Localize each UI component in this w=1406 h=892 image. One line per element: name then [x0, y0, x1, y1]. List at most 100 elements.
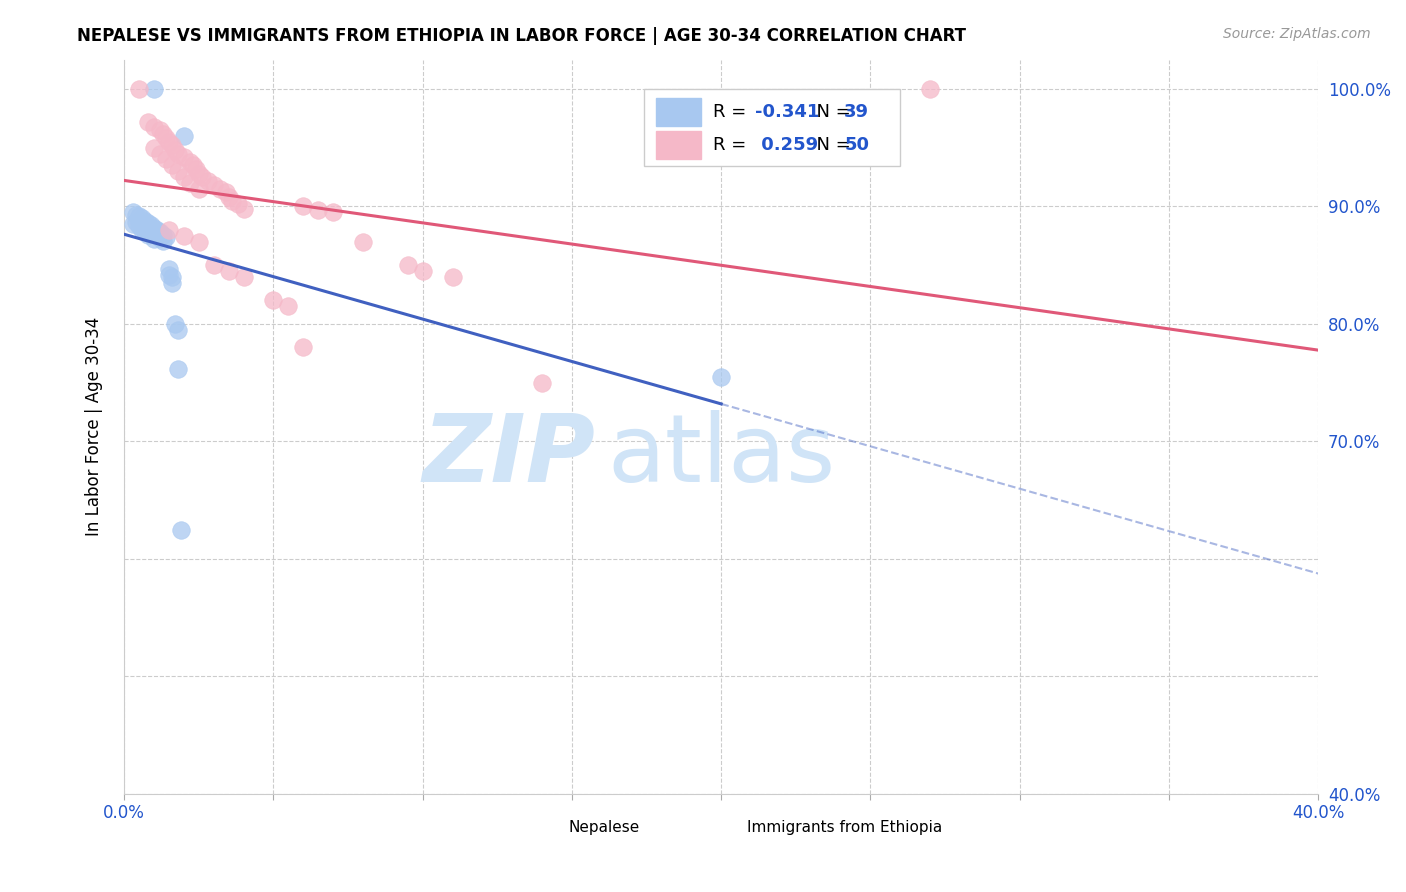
Point — [920, 82, 942, 96]
Bar — [655, 131, 702, 159]
Point — [173, 150, 195, 164]
Point — [136, 115, 159, 129]
Point — [149, 225, 172, 239]
Point — [173, 170, 195, 185]
Point — [125, 208, 148, 222]
Point — [128, 209, 150, 223]
Point — [167, 361, 190, 376]
Point — [226, 197, 249, 211]
Text: Immigrants from Ethiopia: Immigrants from Ethiopia — [748, 820, 943, 835]
Point — [277, 299, 299, 313]
Text: atlas: atlas — [607, 410, 837, 502]
Point — [143, 141, 166, 155]
Bar — [655, 98, 702, 126]
Point — [149, 231, 172, 245]
Point — [149, 146, 172, 161]
Point — [143, 120, 166, 134]
Point — [155, 153, 177, 167]
Point — [160, 270, 183, 285]
Point — [131, 211, 153, 226]
Point — [160, 138, 183, 153]
Point — [187, 182, 209, 196]
Point — [152, 234, 174, 248]
Point — [128, 219, 150, 234]
Point — [352, 235, 374, 249]
Point — [441, 270, 464, 285]
Y-axis label: In Labor Force | Age 30-34: In Labor Force | Age 30-34 — [86, 318, 103, 536]
Point — [173, 128, 195, 143]
Point — [160, 276, 183, 290]
Point — [167, 164, 190, 178]
Text: 39: 39 — [844, 103, 869, 120]
Point — [139, 219, 162, 233]
Point — [134, 219, 156, 234]
Point — [307, 202, 329, 217]
Point — [128, 82, 150, 96]
Point — [322, 205, 344, 219]
Point — [134, 213, 156, 227]
Point — [143, 227, 166, 241]
Point — [146, 223, 169, 237]
Point — [396, 258, 419, 272]
Point — [262, 293, 284, 308]
Point — [143, 232, 166, 246]
Point — [155, 230, 177, 244]
Point — [232, 202, 254, 216]
Point — [131, 223, 153, 237]
Point — [125, 215, 148, 229]
Point — [184, 161, 207, 176]
Point — [190, 170, 212, 185]
Point — [202, 258, 225, 272]
Point — [149, 123, 172, 137]
Point — [157, 135, 180, 149]
Bar — [530, 818, 560, 837]
Text: R =: R = — [713, 103, 752, 120]
Point — [181, 158, 204, 172]
Bar — [709, 818, 740, 837]
Point — [531, 376, 554, 390]
Point — [128, 213, 150, 227]
Point — [202, 178, 225, 193]
Point — [218, 264, 240, 278]
Point — [197, 173, 219, 187]
Point — [187, 235, 209, 249]
Text: R =: R = — [713, 136, 752, 153]
Point — [136, 216, 159, 230]
Point — [292, 341, 315, 355]
Text: Nepalese: Nepalese — [568, 820, 640, 835]
FancyBboxPatch shape — [644, 89, 900, 166]
Text: N =: N = — [804, 136, 856, 153]
Point — [163, 143, 186, 157]
Point — [170, 523, 193, 537]
Point — [179, 154, 201, 169]
Point — [122, 205, 145, 219]
Point — [122, 217, 145, 231]
Text: -0.341: -0.341 — [755, 103, 820, 120]
Point — [152, 127, 174, 141]
Text: ZIP: ZIP — [423, 410, 596, 502]
Point — [187, 167, 209, 181]
Point — [232, 270, 254, 285]
Point — [136, 227, 159, 242]
Point — [155, 131, 177, 145]
Point — [173, 228, 195, 243]
Point — [167, 323, 190, 337]
Text: N =: N = — [804, 103, 856, 120]
Point — [134, 225, 156, 239]
Point — [214, 186, 236, 200]
Text: NEPALESE VS IMMIGRANTS FROM ETHIOPIA IN LABOR FORCE | AGE 30-34 CORRELATION CHAR: NEPALESE VS IMMIGRANTS FROM ETHIOPIA IN … — [77, 27, 966, 45]
Point — [167, 146, 190, 161]
Point — [152, 227, 174, 242]
Point — [292, 199, 315, 213]
Point — [218, 190, 240, 204]
Point — [221, 194, 243, 208]
Text: Source: ZipAtlas.com: Source: ZipAtlas.com — [1223, 27, 1371, 41]
Point — [710, 369, 733, 384]
Text: 0.259: 0.259 — [755, 136, 818, 153]
Point — [163, 317, 186, 331]
Point — [139, 224, 162, 238]
Point — [160, 158, 183, 172]
Point — [157, 268, 180, 282]
Point — [157, 261, 180, 276]
Point — [131, 217, 153, 231]
